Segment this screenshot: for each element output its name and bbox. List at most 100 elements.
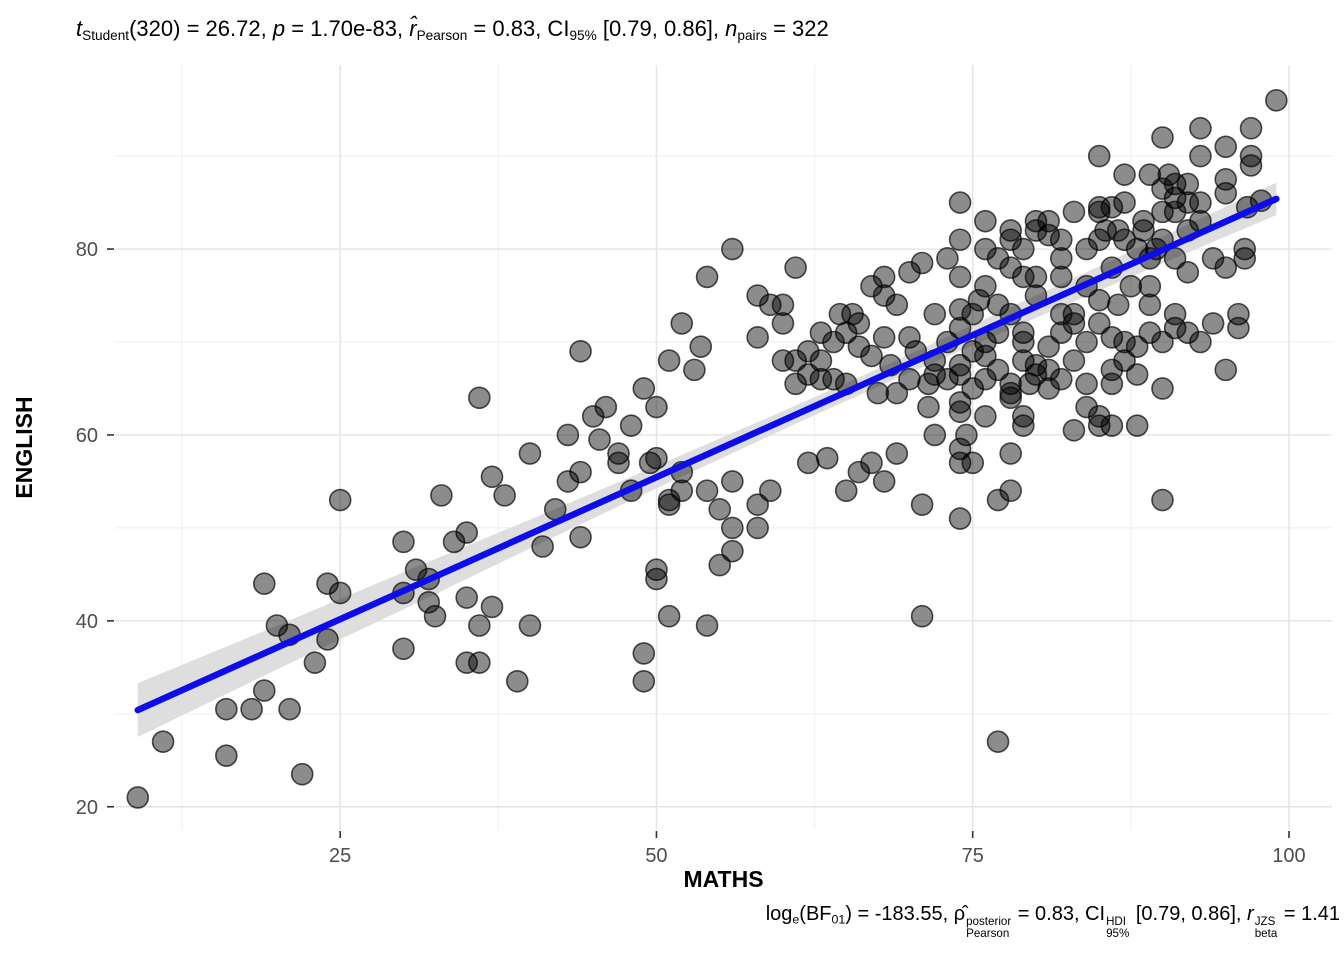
data-point <box>809 349 833 372</box>
data-point <box>828 302 852 326</box>
data-point <box>948 191 972 214</box>
data-point <box>645 567 668 591</box>
data-point <box>1037 335 1060 358</box>
data-point <box>1176 191 1200 214</box>
data-point <box>657 493 681 516</box>
data-point <box>1163 302 1187 326</box>
data-point <box>455 586 478 609</box>
data-point <box>581 405 605 428</box>
data-point <box>1012 321 1035 345</box>
text-segment: = 1.41 <box>1278 903 1340 925</box>
data-point <box>151 730 175 753</box>
data-point <box>518 614 542 637</box>
text-segment: log <box>765 903 793 925</box>
data-point <box>531 535 554 558</box>
data-point <box>303 651 327 674</box>
data-point <box>290 762 314 786</box>
data-point <box>695 614 719 637</box>
data-point <box>898 326 921 349</box>
data-point <box>948 400 972 424</box>
data-point <box>746 326 769 349</box>
data-point <box>847 460 871 484</box>
data-points <box>126 89 1288 809</box>
data-point <box>632 669 656 693</box>
data-point <box>759 479 782 503</box>
data-point <box>569 339 592 363</box>
data-point <box>796 339 820 363</box>
data-point <box>1113 163 1136 186</box>
data-point <box>683 358 706 382</box>
data-point <box>1024 209 1048 233</box>
data-point <box>948 228 972 252</box>
data-point <box>1049 247 1073 270</box>
data-point <box>1012 405 1035 428</box>
data-point <box>1012 414 1035 437</box>
data-point <box>1087 288 1111 312</box>
data-point <box>645 558 668 582</box>
data-point <box>695 479 719 503</box>
axis-ticks <box>107 248 1290 838</box>
y-tick-label: 40 <box>76 611 98 633</box>
data-point <box>910 604 934 628</box>
data-point <box>1037 377 1060 400</box>
data-point <box>632 377 656 400</box>
data-point <box>328 488 352 512</box>
text-segment: = 0.83, CI <box>467 16 570 41</box>
data-point <box>240 697 263 721</box>
data-point <box>784 256 807 279</box>
data-point <box>126 786 150 809</box>
data-point <box>1049 228 1073 252</box>
data-point <box>1189 330 1212 354</box>
data-point <box>505 669 529 693</box>
data-point <box>689 335 713 358</box>
data-point <box>1100 326 1124 349</box>
data-point <box>999 219 1022 242</box>
data-point <box>1100 414 1124 437</box>
data-point <box>1151 377 1174 400</box>
data-point <box>948 353 972 377</box>
data-point <box>961 302 985 326</box>
text-segment: [0.79, 0.86], <box>596 16 726 41</box>
text-segment: r <box>1247 903 1254 925</box>
data-point <box>948 391 972 414</box>
data-point <box>771 312 795 335</box>
data-point <box>619 414 643 437</box>
data-point <box>986 358 1010 382</box>
data-point <box>215 697 238 721</box>
data-point <box>1062 302 1086 326</box>
data-point <box>784 372 807 396</box>
x-tick-labels: 25 50 75 100 <box>329 845 1306 867</box>
data-point <box>607 451 630 475</box>
data-point <box>986 247 1010 270</box>
data-point <box>917 395 940 419</box>
data-point <box>278 697 301 721</box>
data-point <box>796 363 820 386</box>
data-point <box>822 330 845 354</box>
text-segment: [0.79, 0.86], <box>1130 903 1248 925</box>
data-point <box>1062 200 1086 224</box>
data-point <box>771 293 795 317</box>
data-point <box>1163 200 1187 224</box>
data-point <box>759 293 782 317</box>
data-point <box>721 539 744 563</box>
data-point <box>1075 395 1098 419</box>
x-tick-label: 75 <box>962 845 984 867</box>
data-point <box>986 293 1010 317</box>
data-point <box>1087 414 1111 437</box>
data-point <box>1049 367 1073 391</box>
data-point <box>252 679 276 702</box>
data-point <box>468 386 491 410</box>
text-segment: r̂ <box>409 16 417 41</box>
stacked-supsub: JZS beta <box>1254 915 1278 941</box>
data-point <box>961 377 985 400</box>
data-point <box>708 498 732 521</box>
data-point <box>974 209 997 233</box>
data-point <box>392 637 415 661</box>
data-point <box>948 265 972 289</box>
confidence-band <box>137 182 1277 738</box>
data-point <box>1113 349 1136 372</box>
data-point <box>1138 321 1162 345</box>
data-point <box>872 326 896 349</box>
data-point <box>1049 321 1073 345</box>
